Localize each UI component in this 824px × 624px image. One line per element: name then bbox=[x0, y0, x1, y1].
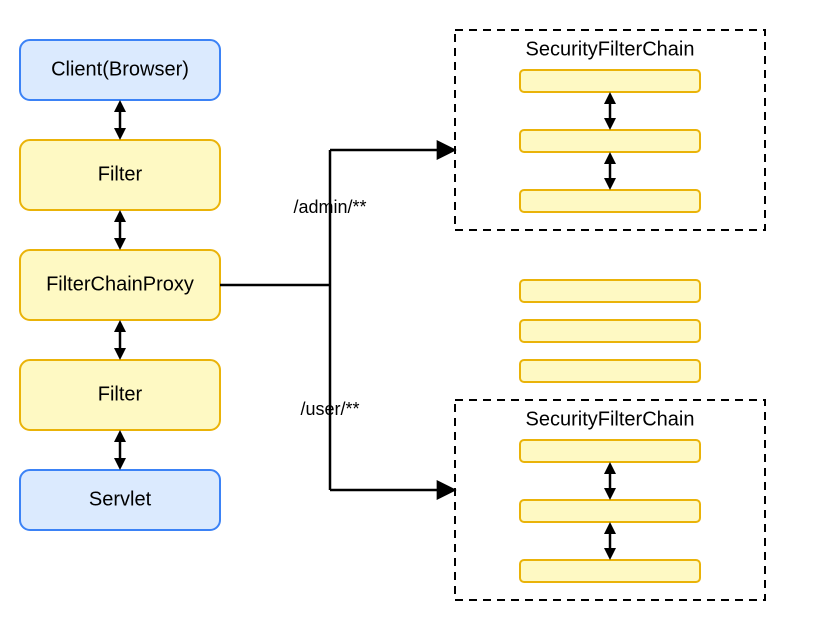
chain1-bar-1 bbox=[520, 130, 700, 152]
chain2-arrow-0-head-up bbox=[604, 462, 616, 474]
left-arrow-3-head-up bbox=[114, 430, 126, 442]
chain2-arrow-1-head-down bbox=[604, 548, 616, 560]
chain2-arrow-1-head-up bbox=[604, 522, 616, 534]
chain2-bar-1 bbox=[520, 500, 700, 522]
loose-bar-0 bbox=[520, 280, 700, 302]
left-arrow-2-head-down bbox=[114, 348, 126, 360]
chain2-title: SecurityFilterChain bbox=[526, 408, 695, 430]
chain2-bar-0 bbox=[520, 440, 700, 462]
filter1-label: Filter bbox=[98, 163, 143, 185]
chain1-arrow-0-head-down bbox=[604, 118, 616, 130]
filter2-label: Filter bbox=[98, 383, 143, 405]
left-arrow-1-head-down bbox=[114, 238, 126, 250]
servlet-label: Servlet bbox=[89, 488, 152, 510]
left-arrow-3-head-down bbox=[114, 458, 126, 470]
loose-bar-1 bbox=[520, 320, 700, 342]
branch-user-label: /user/** bbox=[300, 399, 359, 419]
chain1-arrow-1-head-down bbox=[604, 178, 616, 190]
chain2-arrow-0-head-down bbox=[604, 488, 616, 500]
branch-admin-label: /admin/** bbox=[293, 197, 366, 217]
chain1-bar-0 bbox=[520, 70, 700, 92]
left-arrow-0-head-up bbox=[114, 100, 126, 112]
client-label: Client(Browser) bbox=[51, 58, 189, 80]
left-arrow-1-head-up bbox=[114, 210, 126, 222]
chain1-arrow-1-head-up bbox=[604, 152, 616, 164]
loose-bar-2 bbox=[520, 360, 700, 382]
chain2-bar-2 bbox=[520, 560, 700, 582]
chain1-title: SecurityFilterChain bbox=[526, 38, 695, 60]
left-arrow-0-head-down bbox=[114, 128, 126, 140]
chain1-arrow-0-head-up bbox=[604, 92, 616, 104]
left-arrow-2-head-up bbox=[114, 320, 126, 332]
chain1-bar-2 bbox=[520, 190, 700, 212]
fcp-label: FilterChainProxy bbox=[46, 273, 194, 295]
